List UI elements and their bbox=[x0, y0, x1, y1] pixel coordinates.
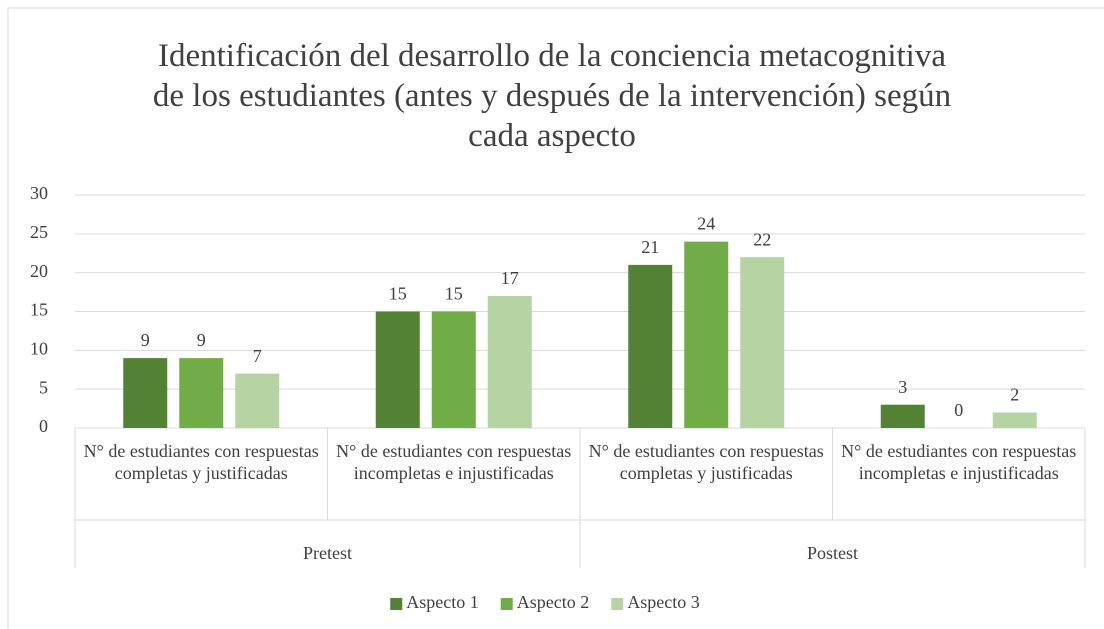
legend-label: Aspecto 2 bbox=[517, 592, 589, 612]
legend-swatch bbox=[390, 598, 403, 610]
x-tick-label: N° de estudiantes con respuestas incompl… bbox=[841, 441, 1077, 483]
bar bbox=[740, 257, 785, 428]
chart-border bbox=[7, 7, 1104, 629]
y-tick-label: 15 bbox=[30, 300, 48, 320]
bar bbox=[431, 311, 476, 428]
y-tick-label: 20 bbox=[30, 261, 48, 281]
data-label: 22 bbox=[753, 229, 771, 249]
data-label: 2 bbox=[1010, 385, 1019, 405]
bar bbox=[992, 412, 1037, 428]
data-label: 9 bbox=[141, 330, 150, 350]
x-tick-label: N° de estudiantes con respuestas complet… bbox=[588, 441, 824, 483]
bar bbox=[179, 358, 224, 428]
group-label: Pretest bbox=[303, 543, 352, 563]
bar bbox=[880, 404, 925, 428]
bar bbox=[123, 358, 168, 428]
data-label: 7 bbox=[253, 346, 262, 366]
y-tick-label: 0 bbox=[39, 416, 48, 436]
data-label: 17 bbox=[501, 268, 519, 288]
bar bbox=[628, 264, 673, 428]
bar bbox=[235, 373, 280, 428]
data-label: 15 bbox=[445, 284, 463, 304]
data-label: 0 bbox=[954, 400, 963, 420]
y-tick-label: 5 bbox=[39, 377, 48, 397]
y-tick-label: 25 bbox=[30, 222, 48, 242]
bar bbox=[684, 241, 729, 428]
x-tick-label: N° de estudiantes con respuestas incompl… bbox=[336, 441, 572, 483]
data-label: 3 bbox=[898, 377, 907, 397]
legend-swatch bbox=[611, 598, 624, 610]
data-label: 9 bbox=[197, 330, 206, 350]
data-label: 21 bbox=[641, 237, 659, 257]
bar bbox=[375, 311, 420, 428]
bar bbox=[487, 295, 532, 428]
legend-label: Aspecto 3 bbox=[627, 592, 699, 612]
legend-swatch bbox=[500, 598, 513, 610]
y-tick-label: 30 bbox=[30, 183, 48, 203]
legend-label: Aspecto 1 bbox=[406, 592, 478, 612]
x-tick-label: N° de estudiantes con respuestas complet… bbox=[83, 441, 319, 483]
group-label: Postest bbox=[807, 543, 858, 563]
data-label: 24 bbox=[697, 214, 715, 234]
y-tick-label: 10 bbox=[30, 338, 48, 358]
chart-title: Identificación del desarrollo de la conc… bbox=[152, 38, 952, 154]
data-label: 15 bbox=[389, 284, 407, 304]
